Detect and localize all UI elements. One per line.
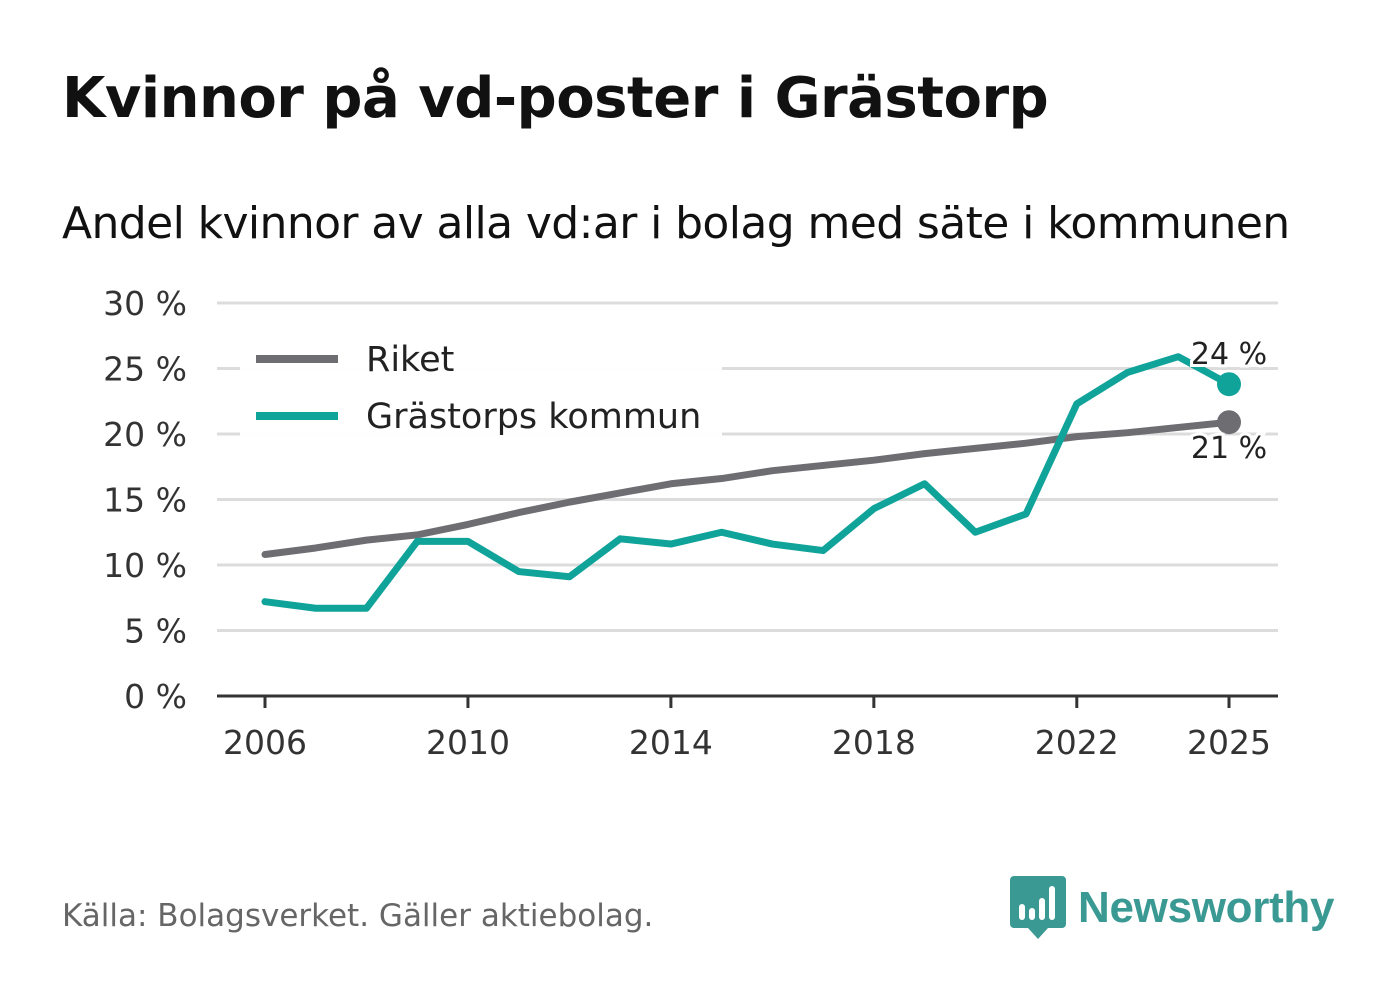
- x-tick-label: 2006: [223, 723, 307, 762]
- y-tick-label: 30 %: [103, 284, 187, 323]
- legend: Riket Grästorps kommun: [240, 330, 722, 442]
- series-line-riket: [261, 418, 1233, 559]
- chart-subtitle: Andel kvinnor av alla vd:ar i bolag med …: [62, 198, 1290, 249]
- x-tick-label: 2018: [832, 723, 916, 762]
- y-tick-label: 5 %: [124, 612, 187, 651]
- end-point-kommun: [1217, 372, 1241, 397]
- y-tick-label: 10 %: [103, 546, 187, 585]
- y-tick-label: 15 %: [103, 481, 187, 520]
- x-tick-label: 2025: [1187, 723, 1271, 762]
- brand-name: Newsworthy: [1078, 883, 1335, 932]
- legend-label-riket: Riket: [366, 340, 454, 380]
- brand-logo: Newsworthy: [1010, 876, 1334, 940]
- x-tick-label: 2022: [1035, 723, 1119, 762]
- y-tick-label: 25 %: [103, 350, 187, 389]
- end-label-riket: 21 %: [1191, 431, 1267, 466]
- source-note: Källa: Bolagsverket. Gäller aktiebolag.: [62, 898, 654, 934]
- x-tick-label: 2014: [629, 723, 713, 762]
- x-tick-label: 2010: [426, 723, 510, 762]
- series-line-kommun: [261, 353, 1233, 612]
- end-label-kommun: 24 %: [1191, 337, 1267, 372]
- legend-label-kommun: Grästorps kommun: [366, 397, 701, 437]
- chart-title: Kvinnor på vd-poster i Grästorp: [62, 66, 1049, 131]
- legend-background: [240, 330, 722, 442]
- y-tick-label: 20 %: [103, 415, 187, 454]
- newsworthy-logo-icon: [1010, 876, 1066, 939]
- y-tick-label: 0 %: [124, 677, 187, 716]
- end-point-riket: [1217, 410, 1241, 435]
